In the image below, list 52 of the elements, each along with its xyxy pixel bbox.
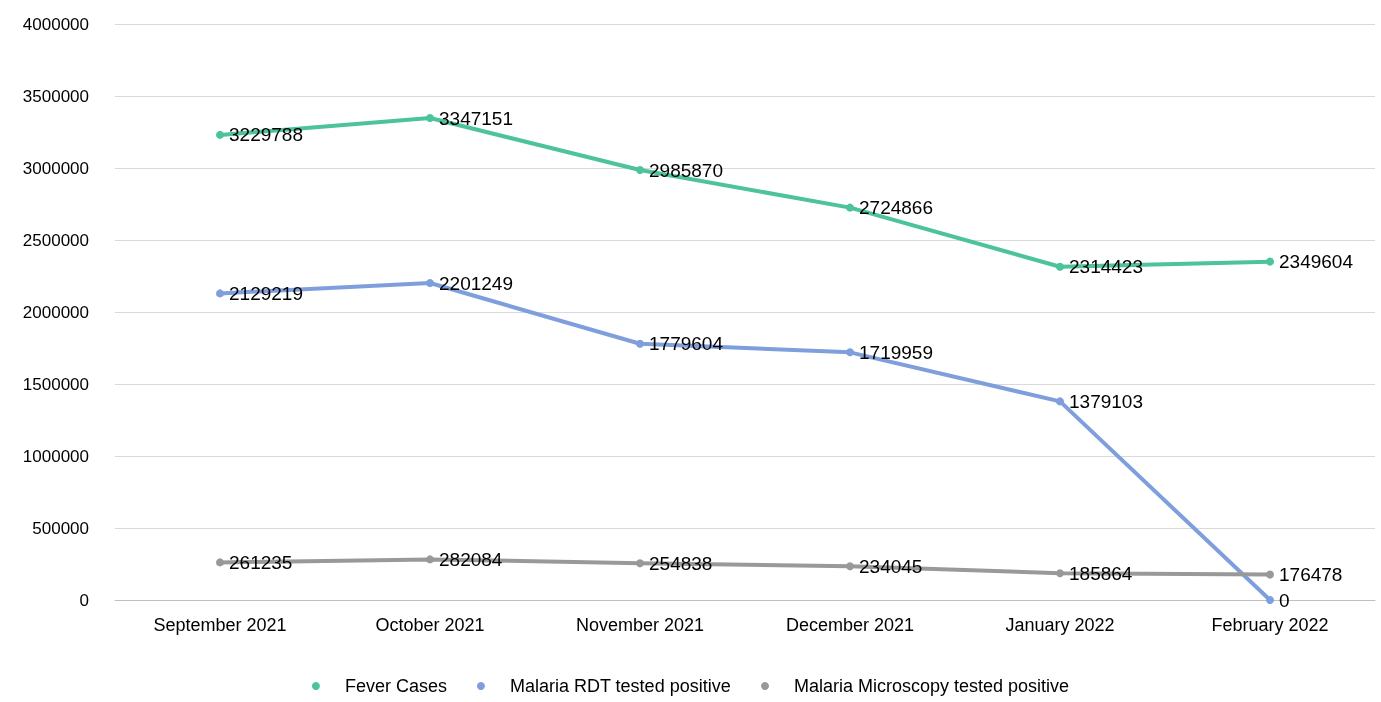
y-tick-label: 2500000 <box>22 230 89 250</box>
point <box>1266 596 1274 604</box>
data-label: 2724866 <box>859 197 933 219</box>
y-tick-label: 1500000 <box>22 374 89 394</box>
data-label: 261235 <box>229 551 293 573</box>
data-label: 282084 <box>439 548 503 570</box>
point <box>426 279 434 288</box>
x-tick-label: December 2021 <box>785 615 915 635</box>
y-tick-label: 3000000 <box>22 158 89 178</box>
point <box>636 166 644 175</box>
data-label: 3347151 <box>439 107 513 129</box>
data-label: 1779604 <box>649 333 724 355</box>
x-tick-label: November 2021 <box>575 615 705 635</box>
data-label: 234045 <box>859 555 923 577</box>
point <box>846 348 854 357</box>
point <box>1266 257 1274 266</box>
x-tick-label: February 2022 <box>1211 615 1329 635</box>
point <box>426 555 434 564</box>
point <box>846 562 854 571</box>
y-tick-label: 0 <box>79 590 89 610</box>
point <box>846 203 854 212</box>
y-tick-label: 500000 <box>32 518 89 538</box>
x-tick-label: January 2022 <box>1005 615 1115 635</box>
point <box>216 289 224 298</box>
legend-label: Malaria Microscopy tested positive <box>794 676 1070 696</box>
x-tick-label: October 2021 <box>375 615 485 635</box>
data-label: 2129219 <box>229 282 303 304</box>
point <box>1056 262 1064 271</box>
data-label: 2985870 <box>649 159 723 181</box>
x-tick-label: September 2021 <box>153 615 287 635</box>
y-tick-label: 1000000 <box>22 446 89 466</box>
y-tick-label: 3500000 <box>22 86 89 106</box>
data-label: 2349604 <box>1279 251 1354 273</box>
y-tick-label: 4000000 <box>22 14 89 34</box>
data-label: 185864 <box>1069 562 1133 584</box>
point <box>636 339 644 348</box>
data-label: 0 <box>1279 589 1290 611</box>
legend-label: Malaria RDT tested positive <box>509 676 731 696</box>
data-label: 2201249 <box>439 272 513 294</box>
point <box>1056 397 1064 406</box>
point <box>426 114 434 123</box>
data-label: 1379103 <box>1069 390 1143 412</box>
point <box>1056 569 1064 578</box>
point <box>636 559 644 568</box>
y-tick-label: 2000000 <box>22 302 89 322</box>
point <box>216 558 224 567</box>
point <box>216 130 224 139</box>
point <box>1266 570 1274 579</box>
data-label: 176478 <box>1279 564 1343 586</box>
data-label: 1719959 <box>859 341 933 363</box>
data-label: 254838 <box>649 552 713 574</box>
legend-label: Fever Cases <box>344 676 447 696</box>
